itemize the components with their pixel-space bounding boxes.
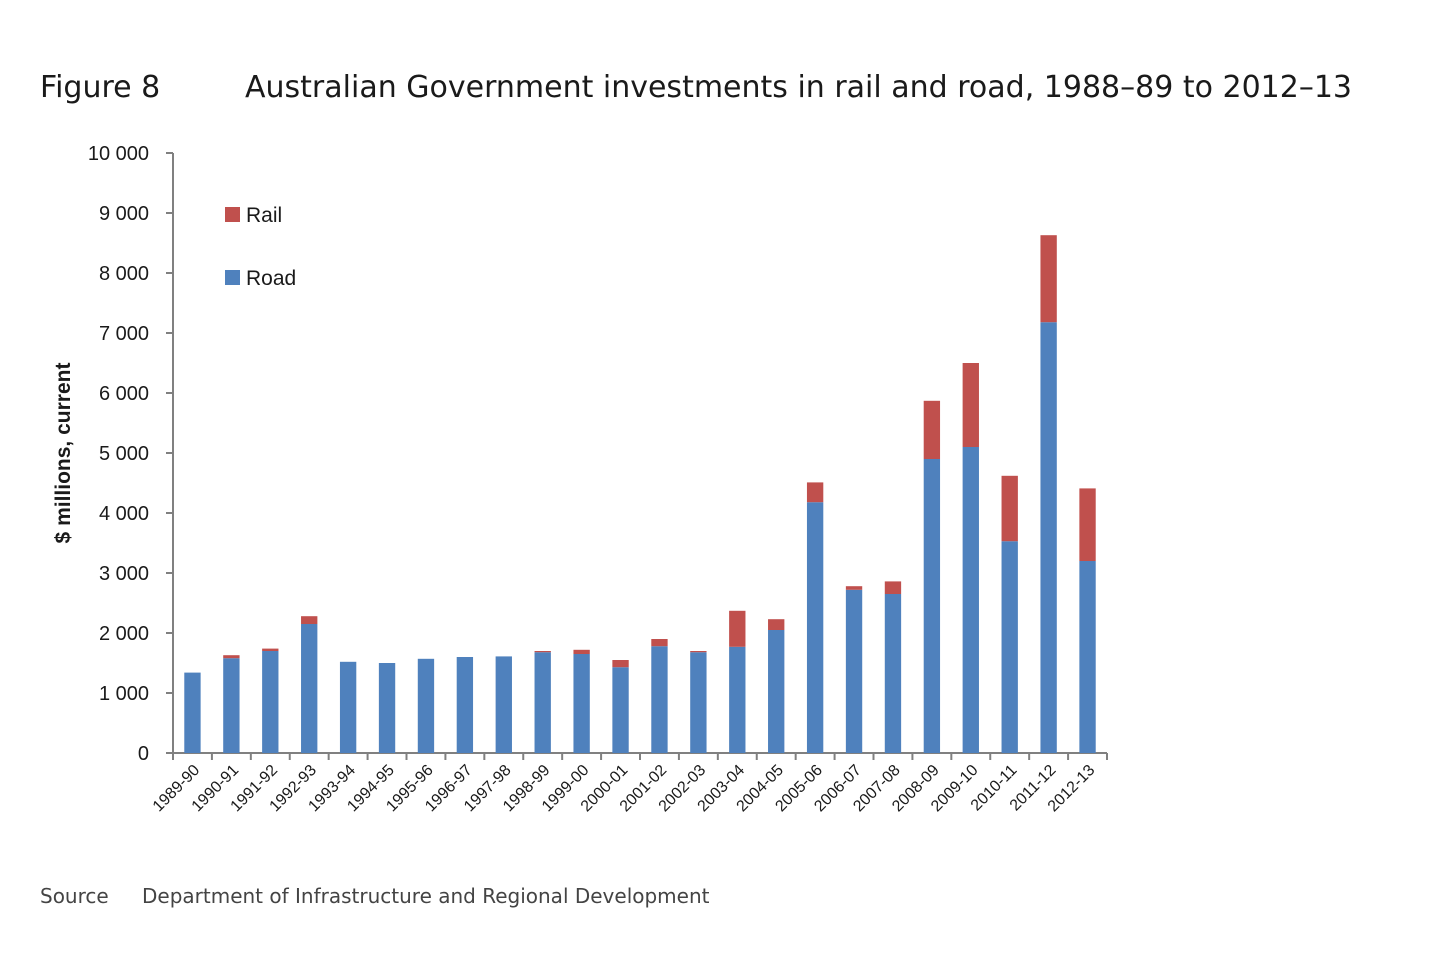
bar-road-2012-13 [1079,561,1096,753]
legend-label-road: Road [246,267,296,290]
bar-road-1995-96 [417,658,435,753]
y-tick-label: 3 000 [99,563,149,585]
bar-rail-2005-06 [806,482,824,503]
bar-rail-1999-00 [573,649,590,654]
y-tick-label: 10 000 [88,143,149,165]
y-tick-label: 5 000 [99,443,149,465]
bar-rail-2004-05 [768,619,785,630]
y-tick-label: 1 000 [99,683,149,705]
y-axis-label: $ millions, current [52,363,75,544]
bar-road-2007-08 [884,594,902,753]
bar-road-2008-09 [923,459,941,753]
bar-rail-2002-03 [690,651,707,653]
bar-rail-2003-04 [729,610,746,647]
legend-swatch-road [225,270,240,285]
bar-road-2011-12 [1040,322,1057,753]
y-tick-label: 2 000 [99,623,149,645]
bar-rail-2007-08 [884,581,902,594]
bar-road-1989-90 [184,672,201,753]
y-tick-label: 4 000 [99,503,149,525]
y-tick-label: 0 [138,743,149,765]
bar-road-2000-01 [612,667,629,753]
chart-bars [184,235,1096,753]
bar-road-1998-99 [534,652,551,753]
bar-road-2006-07 [845,589,863,753]
bar-rail-2010-11 [1001,475,1018,542]
bar-road-1990-91 [223,658,240,753]
bar-road-2010-11 [1001,541,1018,753]
bar-rail-2011-12 [1040,235,1057,323]
bar-road-1999-00 [573,654,590,753]
source-text: Department of Infrastructure and Regiona… [142,884,710,908]
source-label: Source [40,884,109,908]
bar-road-1992-93 [301,624,318,753]
y-tick-label: 9 000 [99,203,149,225]
chart-legend: Rail Road [225,204,296,290]
bar-rail-1992-93 [301,616,318,624]
y-tick-label: 7 000 [99,323,149,345]
bar-rail-2009-10 [962,363,979,447]
legend-label-rail: Rail [246,204,282,227]
bar-road-1997-98 [495,656,512,753]
bar-rail-2008-09 [923,400,941,459]
bar-rail-2000-01 [612,660,629,668]
chart-title: Australian Government investments in rai… [245,70,1352,105]
bar-rail-1990-91 [223,655,240,659]
bar-rail-1998-99 [534,651,551,653]
bar-road-2004-05 [768,630,785,753]
bar-rail-2012-13 [1079,488,1096,561]
figure-label: Figure 8 [40,70,161,105]
bar-rail-1991-92 [262,648,279,651]
chart-axes [166,152,1108,760]
bar-road-2002-03 [690,652,707,753]
bar-rail-2001-02 [651,639,668,647]
y-tick-label: 6 000 [99,383,149,405]
bar-road-1994-95 [378,663,396,753]
bar-rail-2006-07 [845,586,863,590]
x-tick-labels: 1989-901990-911991-921992-931993-941994-… [150,762,1099,816]
y-tick-labels: 0 1 000 2 000 3 000 4 000 5 000 6 000 7 000 8 00… [88,143,149,765]
y-tick-label: 8 000 [99,263,149,285]
bar-road-1996-97 [456,657,474,753]
bar-road-1993-94 [339,661,357,753]
bar-road-2005-06 [806,502,824,753]
bar-road-1991-92 [262,651,279,753]
legend-swatch-rail [225,207,240,222]
bar-road-2003-04 [729,646,746,753]
bar-road-2001-02 [651,646,668,753]
bar-road-2009-10 [962,447,979,753]
